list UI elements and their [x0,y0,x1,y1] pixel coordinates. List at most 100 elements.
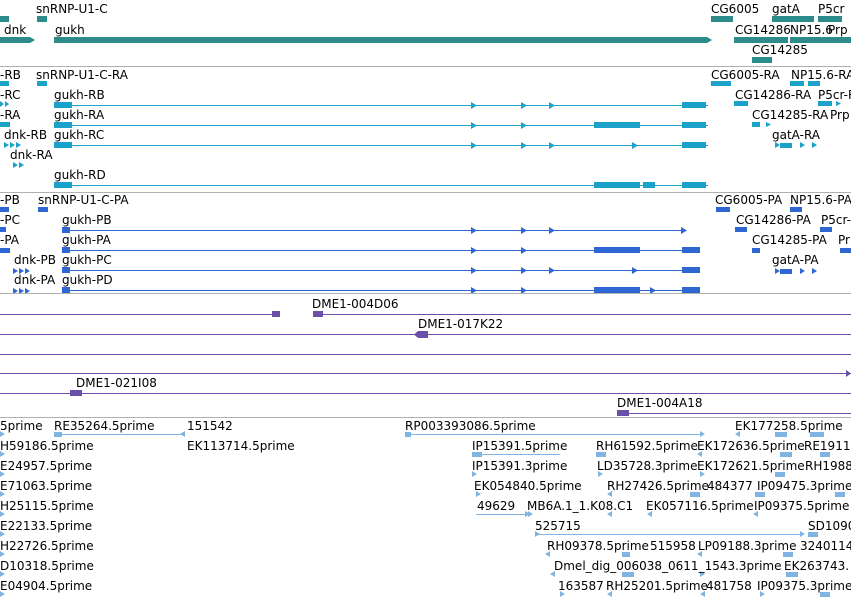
gene-glyph[interactable] [818,16,842,22]
gene-glyph[interactable] [711,16,733,22]
protein-label[interactable]: snRNP-U1-C-PA [38,193,129,207]
gene-label[interactable]: CG14285 [752,43,808,57]
gene-glyph[interactable] [0,16,9,22]
est-label[interactable]: 151542 [187,419,233,433]
gene-glyph[interactable] [752,57,772,63]
est-label[interactable]: IP15391.3prime [472,459,568,473]
est-label[interactable]: EK054840.5prime [474,479,582,493]
transcript-label[interactable]: gukh-RC [54,128,105,142]
clone-label[interactable]: DME1-017K22 [418,317,504,331]
transcript-label[interactable]: dnk-RB [4,128,48,142]
est-label[interactable]: E24957.5prime [0,459,93,473]
est-label[interactable]: 163587 [558,579,604,593]
gene-glyph[interactable] [54,37,707,43]
est-label[interactable]: 525715 [535,519,581,533]
protein-label[interactable]: gukh-PA [62,233,111,247]
est-label[interactable]: EK172621.5prime [697,459,805,473]
gene-glyph[interactable] [790,37,808,43]
transcript-label[interactable]: CG6005-RA [711,68,780,82]
gene-glyph[interactable] [37,16,47,22]
gene-label[interactable]: CG6005 [711,2,760,16]
gene-glyph[interactable] [734,37,788,43]
protein-label[interactable]: CG6005-PA [715,193,783,207]
gene-label[interactable]: dnk [4,23,27,37]
est-label[interactable]: RH09378.5prime [547,539,649,553]
protein-label[interactable]: gukh-PB [62,213,112,227]
protein-label[interactable]: CG14285-PA [752,233,827,247]
transcript-label[interactable]: -RA [0,108,21,122]
transcript-label[interactable]: gatA-RA [772,128,821,142]
est-label[interactable]: H25115.5prime [0,499,94,513]
protein-label[interactable]: Pr [838,233,850,247]
clone-label[interactable]: DME1-021I08 [76,376,157,390]
gene-glyph[interactable] [772,16,814,22]
gene-label[interactable]: P5cr [818,2,845,16]
est-label[interactable]: 515958 [650,539,696,553]
transcript-label[interactable]: Prp [830,108,850,122]
est-label[interactable]: IP09475.3prime [757,479,851,493]
transcript-label[interactable]: -RC [0,88,21,102]
est-label[interactable]: EK172636.5prime [697,439,805,453]
est-label[interactable]: RP003393086.5prime [405,419,536,433]
est-label[interactable]: RE1911 [804,439,851,453]
transcript-label[interactable]: snRNP-U1-C-RA [36,68,128,82]
protein-label[interactable]: -PA [0,233,20,247]
transcript-label[interactable]: -RB [0,68,21,82]
transcript-label[interactable]: NP15.6-RA [791,68,851,82]
est-label[interactable]: IP09375.5prime [754,499,850,513]
protein-label[interactable]: dnk-PA [14,273,56,287]
est-label[interactable]: EK113714.5prime [187,439,295,453]
gene-label[interactable]: gukh [55,23,85,37]
transcript-label[interactable]: dnk-RA [10,148,53,162]
protein-label[interactable]: -PB [0,193,20,207]
est-label[interactable]: RH27426.5prime [607,479,709,493]
transcript-label[interactable]: CG14286-RA [735,88,812,102]
gene-label[interactable]: gatA [772,2,800,16]
est-label[interactable]: SD1090 [808,519,851,533]
est-label[interactable]: E71063.5prime [0,479,93,493]
protein-label[interactable]: CG14286-PA [736,213,811,227]
est-label[interactable]: 5prime [0,419,43,433]
est-label[interactable]: IP09375.3prime [757,579,851,593]
protein-label[interactable]: dnk-PB [14,253,56,267]
protein-label[interactable]: -PC [0,213,20,227]
est-label[interactable]: 481758 [706,579,752,593]
gene-glyph[interactable] [0,37,30,43]
est-label[interactable]: MB6A.1_1.K08.C1 [527,499,634,513]
transcript-label[interactable]: gukh-RB [54,88,105,102]
transcript-label[interactable]: gukh-RD [54,168,106,182]
protein-label[interactable]: P5cr- [821,213,851,227]
gene-label[interactable]: snRNP-U1-C [36,2,108,16]
gene-label[interactable]: NP15.6 [790,23,833,37]
gene-label[interactable]: CG14286 [735,23,791,37]
est-label[interactable]: LP09188.3prime [698,539,797,553]
est-label[interactable]: RE35264.5prime [54,419,155,433]
protein-label[interactable]: gukh-PC [62,253,112,267]
clone-label[interactable]: DME1-004A18 [617,396,703,410]
est-label[interactable]: H59186.5prime [0,439,94,453]
est-label[interactable]: LD35728.3prime [597,459,698,473]
transcript-label[interactable]: P5cr-RA [818,88,851,102]
est-label[interactable]: 49629 [477,499,516,513]
est-label[interactable]: E04904.5prime [0,579,93,593]
transcript-label[interactable]: gukh-RA [54,108,105,122]
est-label[interactable]: E22133.5prime [0,519,93,533]
gene-label[interactable]: Prp [828,23,848,37]
est-label[interactable]: EK263743. [784,559,850,573]
est-label[interactable]: 3240114 [800,539,851,553]
est-label[interactable]: RH1988 [805,459,851,473]
est-label[interactable]: H22726.5prime [0,539,94,553]
est-label[interactable]: 484377 [707,479,753,493]
est-label[interactable]: RH61592.5prime [596,439,698,453]
clone-label[interactable]: DME1-004D06 [312,297,399,311]
est-label[interactable]: EK177258.5prime [735,419,843,433]
est-label[interactable]: RH25201.5prime [606,579,708,593]
est-label[interactable]: EK057116.5prime [646,499,754,513]
est-label[interactable]: IP15391.5prime [472,439,568,453]
gene-glyph[interactable] [808,37,851,43]
protein-label[interactable]: NP15.6-PA [790,193,851,207]
transcript-label[interactable]: CG14285-RA [752,108,829,122]
protein-label[interactable]: gukh-PD [62,273,113,287]
protein-label[interactable]: gatA-PA [772,253,819,267]
